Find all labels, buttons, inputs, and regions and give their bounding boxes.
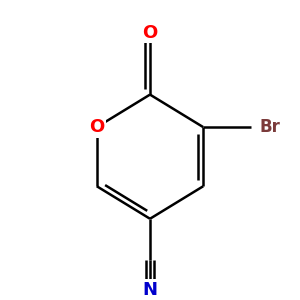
Text: Br: Br bbox=[260, 118, 280, 136]
Text: O: O bbox=[142, 23, 158, 41]
Text: O: O bbox=[89, 118, 104, 136]
Text: N: N bbox=[142, 281, 158, 299]
